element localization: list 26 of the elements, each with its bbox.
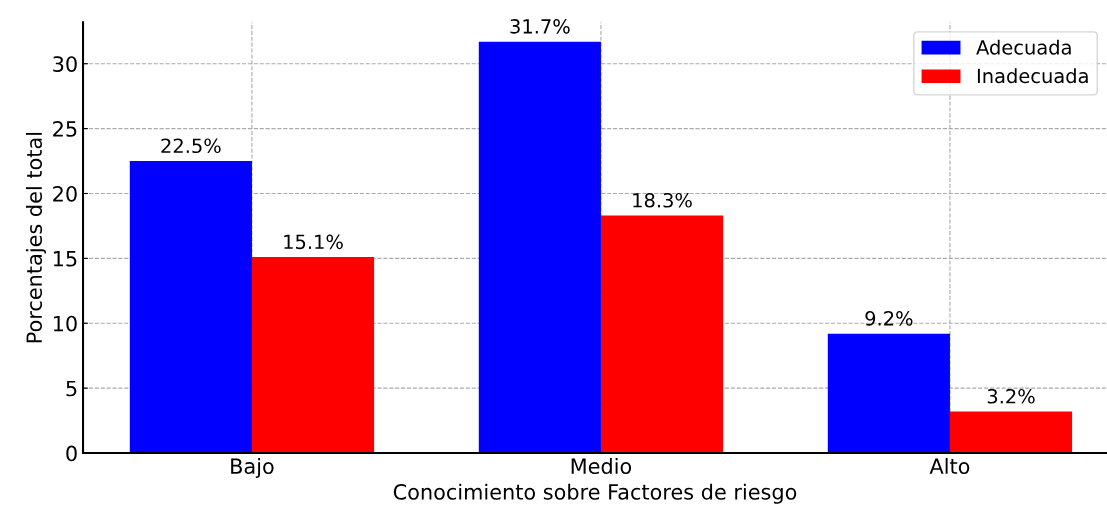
legend-label: Adecuada	[976, 39, 1071, 55]
y-axis-title: Porcentajes del total	[25, 132, 47, 343]
y-tick-label: 5	[66, 380, 77, 397]
data-label: 9.2%	[865, 311, 913, 326]
y-tick-label: 15	[53, 251, 77, 267]
x-tick-label: Alto	[929, 457, 970, 475]
data-label: 22.5%	[161, 138, 221, 154]
data-label: 18.3%	[633, 192, 692, 208]
y-tick-label: 10	[53, 315, 77, 332]
bar	[478, 41, 601, 454]
bar	[600, 215, 724, 454]
bar	[251, 257, 375, 454]
bar	[827, 333, 950, 454]
y-tick-label: 30	[53, 56, 77, 72]
x-tick-label: Bajo	[231, 457, 274, 479]
bar	[949, 411, 1073, 454]
y-tick-label: 25	[53, 121, 77, 137]
bar	[129, 161, 252, 454]
y-tick-label: 20	[53, 185, 77, 202]
x-axis-title: Conocimiento sobre Factores de riesgo	[393, 483, 797, 504]
data-label: 3.2%	[987, 388, 1035, 404]
legend-label: Inadecuada	[977, 68, 1088, 84]
data-label: 31.7%	[510, 19, 570, 34]
y-tick-label: 0	[66, 445, 77, 462]
x-tick-label: Medio	[571, 457, 632, 475]
data-label: 15.1%	[284, 234, 343, 250]
